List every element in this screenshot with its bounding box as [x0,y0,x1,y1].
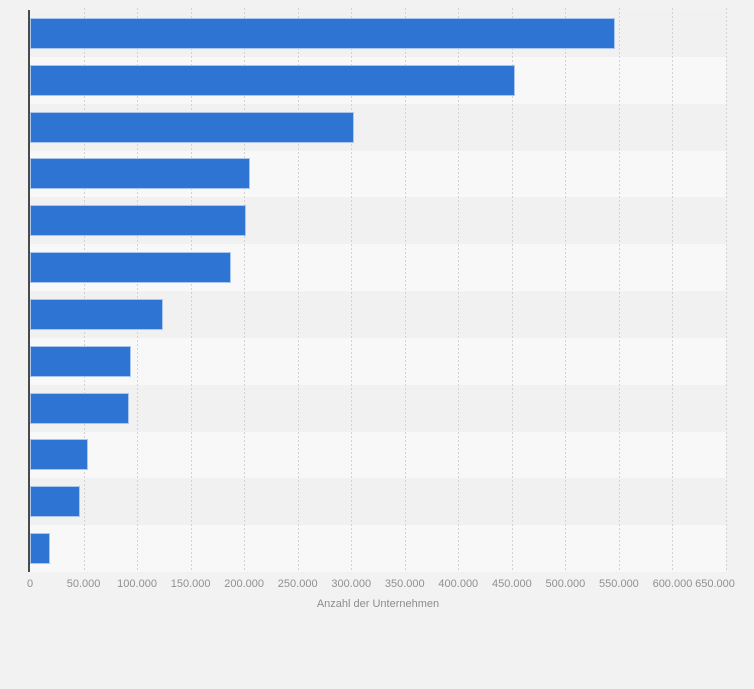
bar[interactable] [30,439,89,471]
gridline [190,8,192,572]
row-stripe [30,337,726,385]
gridline [618,8,620,572]
row-stripe [30,525,726,572]
gridline [565,8,567,572]
x-tick-label: 150.000 [170,578,211,590]
plot-area [30,8,727,572]
gridline [726,8,727,572]
gridline [511,8,513,572]
gridline [458,8,460,572]
bar[interactable] [30,486,81,518]
bar[interactable] [30,64,516,96]
bar[interactable] [30,345,131,377]
x-tick-label: 400.000 [438,578,479,590]
y-axis-line [28,10,30,572]
gridline [404,8,406,572]
gridline [672,8,674,572]
x-tick-label: 500.000 [545,578,586,590]
gridline [351,8,353,572]
bar[interactable] [30,533,51,565]
x-tick-label: 200.000 [224,578,265,590]
x-tick-label: 650.000 [695,578,735,590]
bar[interactable] [30,298,163,330]
x-tick-label: 300.000 [331,578,372,590]
row-stripe [30,478,726,526]
x-tick-label: 250.000 [277,578,318,590]
x-tick-label: 50.000 [66,578,101,590]
x-axis-ticks: 0 50.000 100.000 150.000 200.000 250.000 300.0… [0,577,754,591]
bar[interactable] [30,158,250,190]
x-axis-title: Anzahl der Unternehmen [316,598,440,610]
x-tick-label: 0 [26,578,34,590]
bar[interactable] [30,17,615,49]
x-tick-label: 100.000 [117,578,157,590]
row-stripe [30,384,726,432]
gridline [137,8,139,572]
x-tick-label: 450.000 [491,578,532,590]
gridline [83,8,85,572]
bar[interactable] [30,205,247,237]
bar[interactable] [30,392,129,424]
x-tick-label: 550.000 [599,578,639,590]
gridline [244,8,246,572]
row-stripe [30,431,726,479]
bar[interactable] [30,111,355,143]
x-tick-label: 600.000 [652,578,693,590]
gridline [297,8,299,572]
x-tick-label: 350.000 [384,578,425,590]
bar[interactable] [30,252,232,284]
